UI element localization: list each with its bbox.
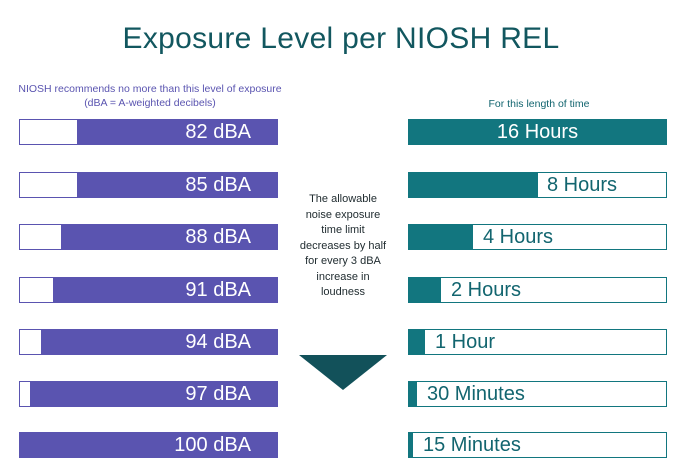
time-bar: 15 Minutes [408,432,667,458]
exposure-label: 88 dBA [185,225,251,248]
exposure-bar: 94 dBA [19,329,278,355]
exposure-header: NIOSH recommends no more than this level… [18,83,282,109]
time-fill [409,120,666,144]
time-label: 8 Hours [547,173,618,196]
exposure-label: 82 dBA [185,120,251,143]
time-fill [409,433,414,457]
time-fill [409,330,426,354]
exposure-bar: 85 dBA [19,172,278,198]
time-label: 1 Hour [435,330,496,353]
exposure-label: 97 dBA [185,382,251,405]
exposure-fill [76,173,277,197]
time-label: 15 Minutes [423,433,521,456]
exposure-fill [40,330,277,354]
exposure-label: 91 dBA [185,278,251,301]
time-bar: 2 Hours [408,277,667,303]
time-fill [409,173,538,197]
time-bar: 4 Hours [408,224,667,250]
time-fill [409,225,474,249]
exposure-label: 100 dBA [174,433,251,456]
chart-title: Exposure Level per NIOSH REL [122,22,560,55]
exposure-fill [61,225,277,249]
time-label: 2 Hours [451,278,522,301]
time-bar: 8 Hours [408,172,667,198]
down-arrow-icon [299,355,387,390]
exposure-bar: 100 dBA [19,432,278,458]
time-header: For this length of time [488,98,590,110]
exposure-fill [76,120,277,144]
time-label: 16 Hours [496,120,579,143]
time-fill [409,278,442,302]
time-fill [409,382,418,406]
exposure-label: 85 dBA [185,173,251,196]
explanation-text: The allowable noise exposure time limit … [299,193,387,298]
exposure-bar: 88 dBA [19,224,278,250]
exposure-fill [20,433,277,457]
time-bar: 16 Hours [408,119,667,145]
exposure-fill [53,278,277,302]
exposure-bar: 97 dBA [19,381,278,407]
exposure-bar: 82 dBA [19,119,278,145]
time-label: 4 Hours [483,225,554,248]
time-label: 30 Minutes [427,382,525,405]
exposure-bar: 91 dBA [19,277,278,303]
time-bar: 30 Minutes [408,381,667,407]
exposure-fill [30,382,277,406]
exposure-label: 94 dBA [185,330,251,353]
time-bar: 1 Hour [408,329,667,355]
